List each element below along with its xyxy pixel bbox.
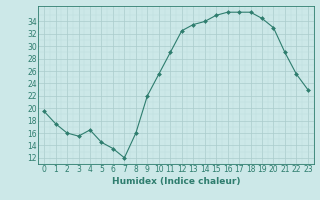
X-axis label: Humidex (Indice chaleur): Humidex (Indice chaleur) <box>112 177 240 186</box>
